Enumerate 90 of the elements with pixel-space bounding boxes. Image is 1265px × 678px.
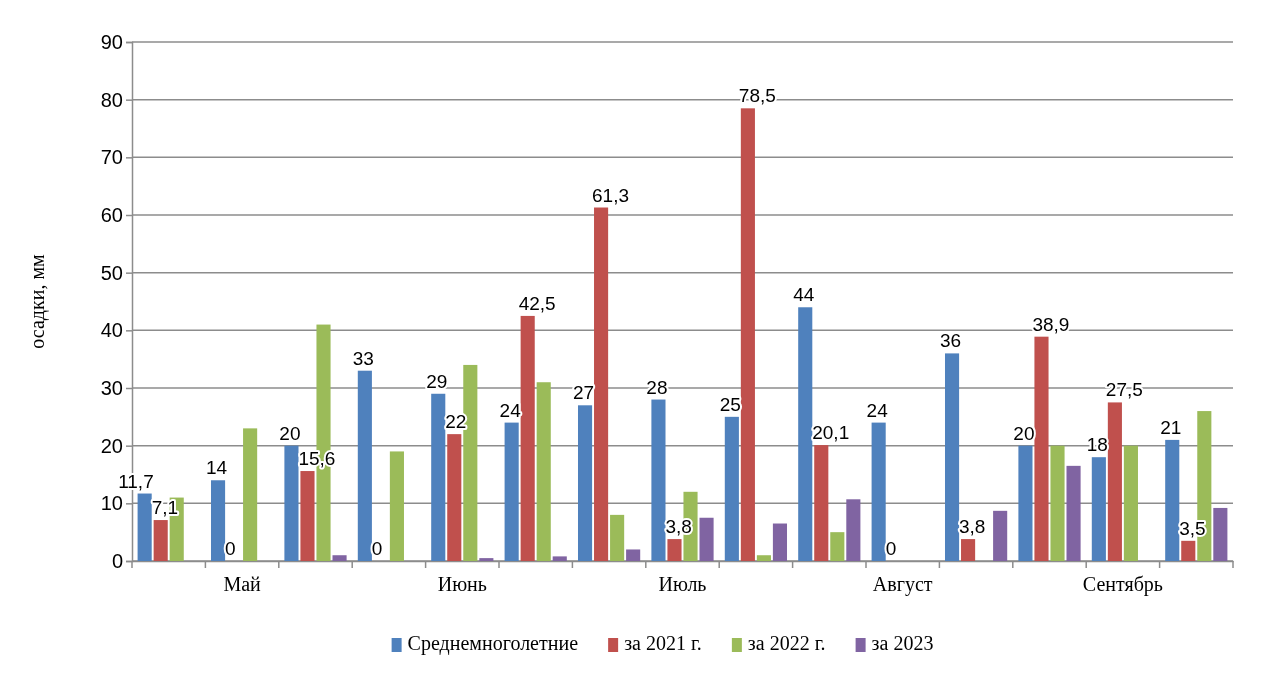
bar	[871, 422, 886, 561]
data-label: 78,5	[738, 85, 776, 107]
bar	[153, 520, 168, 561]
data-label: 27	[572, 382, 595, 404]
bar	[357, 370, 372, 561]
bar	[552, 556, 567, 561]
bar	[944, 353, 960, 561]
data-label: 42,5	[518, 292, 556, 314]
x-tick-label: Июнь	[437, 573, 487, 596]
bar	[1018, 445, 1033, 561]
bar	[137, 493, 152, 561]
bar	[594, 207, 609, 561]
bar	[740, 108, 755, 561]
bar	[1181, 540, 1196, 561]
data-label: 18	[1086, 434, 1108, 456]
bar	[1066, 465, 1081, 561]
data-label: 44	[793, 284, 815, 306]
data-label: 29	[426, 370, 448, 392]
bar	[626, 549, 641, 561]
data-label: 28	[646, 376, 668, 398]
bar	[1165, 439, 1180, 561]
bar	[846, 499, 861, 561]
data-label: 14	[205, 457, 228, 479]
bar	[651, 399, 666, 561]
data-label: 20,1	[812, 422, 850, 444]
data-label: 61,3	[592, 184, 630, 206]
data-label: 24	[866, 399, 889, 421]
data-label: 33	[352, 347, 374, 369]
legend-label: за 2022 г.	[747, 632, 826, 654]
y-tick-label: 80	[100, 88, 123, 111]
bar	[772, 523, 788, 561]
bar	[389, 451, 404, 561]
bar	[1050, 445, 1065, 561]
bar	[431, 393, 446, 561]
bar	[1034, 336, 1049, 561]
data-label: 0	[225, 538, 236, 559]
data-label: 11,7	[118, 470, 154, 492]
y-tick-label: 50	[100, 261, 123, 284]
x-tick-label: Июль	[658, 573, 707, 596]
data-label: 20	[279, 422, 301, 444]
bar	[243, 428, 258, 561]
bar	[610, 514, 625, 561]
bar	[1091, 457, 1106, 561]
legend-label: за 2023	[871, 632, 934, 654]
x-tick-label: Май	[223, 573, 262, 596]
y-tick-label: 90	[100, 30, 123, 53]
data-label: 21	[1160, 416, 1182, 438]
y-tick-label: 70	[100, 146, 123, 169]
data-label: 24	[499, 399, 522, 421]
data-label: 25	[719, 393, 741, 415]
bar	[756, 555, 771, 561]
x-tick-label: Август	[872, 573, 933, 597]
bar	[724, 416, 739, 561]
data-label: 20	[1013, 422, 1035, 444]
bar	[504, 422, 519, 561]
data-label: 36	[939, 330, 962, 352]
data-label: 38,9	[1032, 313, 1070, 335]
bar	[536, 382, 551, 561]
y-tick-label: 60	[100, 203, 123, 226]
bar	[300, 471, 315, 561]
bar	[961, 539, 976, 561]
legend-label: Среднемноголетние	[407, 632, 579, 655]
y-tick-label: 40	[100, 319, 123, 342]
bar	[447, 434, 462, 561]
bar	[520, 315, 535, 561]
y-tick-label: 20	[100, 434, 123, 457]
x-tick-label: Сентябрь	[1082, 573, 1163, 597]
bar	[830, 532, 845, 561]
bar	[1213, 507, 1228, 561]
bar	[479, 558, 494, 561]
y-tick-label: 0	[111, 549, 123, 572]
bar	[993, 510, 1008, 561]
bar	[284, 445, 299, 561]
bar	[814, 445, 829, 561]
bar	[1107, 402, 1122, 561]
y-tick-label: 10	[100, 492, 123, 515]
data-label: 27,5	[1105, 379, 1143, 401]
bar	[210, 480, 226, 561]
data-label: 0	[885, 538, 897, 559]
data-label: 3,8	[959, 516, 986, 538]
legend-label: за 2021 г.	[624, 632, 702, 654]
data-label: 0	[371, 538, 383, 559]
bar	[699, 517, 714, 561]
bar	[667, 539, 682, 561]
bar	[577, 405, 593, 561]
bar	[1123, 445, 1138, 561]
y-tick-label: 30	[100, 376, 123, 399]
bar	[798, 307, 813, 561]
y-axis-title: осадки, мм	[26, 253, 49, 349]
bar	[332, 555, 347, 561]
